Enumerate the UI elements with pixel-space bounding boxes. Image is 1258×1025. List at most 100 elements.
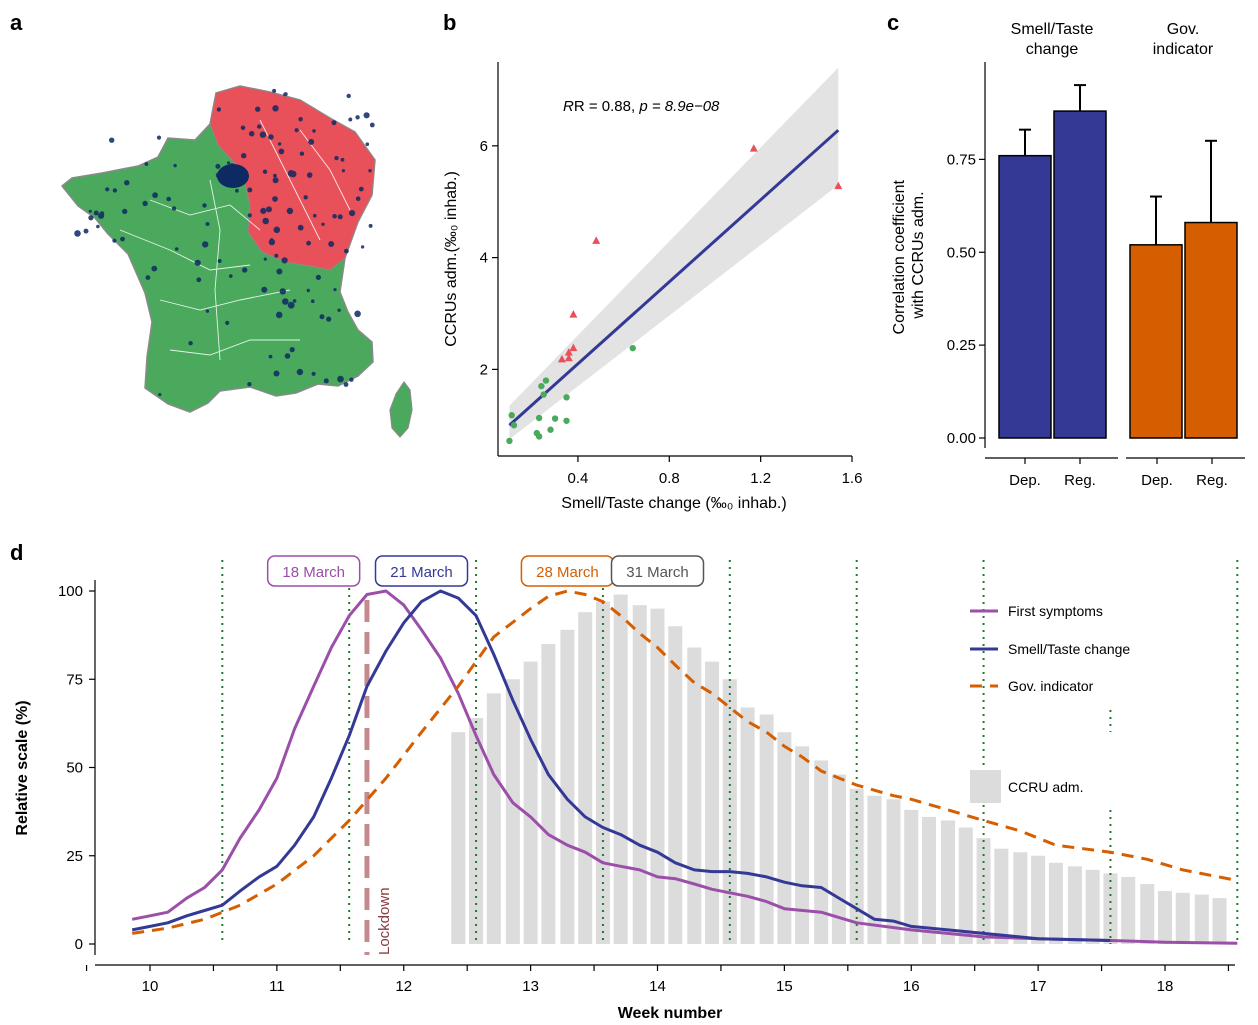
map-dot bbox=[341, 169, 345, 173]
d-legend-label: CCRU adm. bbox=[1008, 779, 1083, 795]
map-dot bbox=[93, 210, 99, 216]
b-x-tick-label: 0.8 bbox=[659, 470, 680, 487]
map-dot bbox=[363, 112, 370, 119]
map-dot bbox=[349, 377, 354, 382]
map-dot bbox=[109, 137, 115, 143]
d-ccru-bar bbox=[1121, 876, 1136, 944]
map-dot bbox=[216, 107, 222, 112]
b-correlation-annotation: RR = 0.88, p = 8.9e−08 bbox=[563, 98, 720, 115]
map-dot bbox=[292, 299, 297, 303]
map-dot bbox=[202, 203, 207, 208]
map-dot bbox=[275, 311, 283, 319]
map-dot bbox=[306, 240, 311, 246]
map-dot bbox=[247, 187, 253, 193]
map-dot bbox=[240, 125, 246, 131]
map-dot bbox=[326, 316, 332, 322]
map-dot bbox=[298, 117, 303, 122]
d-series-line bbox=[131, 589, 1238, 935]
d-ccru-bar bbox=[1013, 852, 1028, 944]
d-date-box bbox=[374, 555, 469, 587]
d-ccru-bar bbox=[1085, 869, 1100, 944]
map-dot bbox=[358, 186, 364, 192]
c-y-tick-label: 0.50 bbox=[947, 244, 976, 261]
map-dot bbox=[188, 341, 193, 346]
map-dot bbox=[205, 222, 210, 226]
map-dots bbox=[74, 88, 375, 397]
b-y-tick-label: 6 bbox=[480, 138, 488, 155]
map-dot bbox=[306, 288, 310, 293]
d-legend-label: Smell/Taste change bbox=[1008, 641, 1130, 657]
d-ccru-bar bbox=[958, 827, 973, 944]
b-x-ticks: 0.4 0.8 1.2 1.6 bbox=[568, 456, 862, 487]
b-annotation-p: p = 8.9e−08 bbox=[638, 98, 720, 115]
map-dot bbox=[286, 207, 294, 215]
d-ccru-bar bbox=[1031, 855, 1046, 944]
d-x-tick-label: 14 bbox=[649, 978, 666, 995]
d-x-tick-label: 15 bbox=[776, 978, 793, 995]
map-dot bbox=[281, 257, 288, 264]
b-point-triangle bbox=[564, 348, 573, 356]
map-dot bbox=[238, 177, 245, 184]
c-y-axis-title-line2: with CCRUs adm. bbox=[910, 191, 927, 319]
d-ccru-bars bbox=[451, 594, 1227, 944]
d-ccru-bar bbox=[1048, 862, 1063, 944]
map-dot bbox=[277, 142, 282, 146]
map-dot bbox=[262, 169, 268, 174]
d-lockdown-marker: Lockdown bbox=[364, 600, 393, 955]
d-x-axis-title: Week number bbox=[618, 1005, 723, 1022]
map-dot bbox=[279, 288, 286, 295]
d-ccru-bar bbox=[1194, 894, 1209, 944]
b-point-triangle bbox=[592, 236, 601, 244]
b-point-circle bbox=[540, 391, 547, 398]
map-dot bbox=[331, 120, 337, 126]
c-y-tick-label: 0.00 bbox=[947, 430, 976, 447]
d-ccru-bar bbox=[632, 605, 647, 944]
map-dot bbox=[272, 88, 277, 93]
b-ci-band bbox=[509, 67, 839, 440]
map-dot bbox=[284, 353, 291, 359]
d-x-tick-label: 18 bbox=[1157, 978, 1174, 995]
d-y-tick-label: 75 bbox=[66, 671, 83, 688]
map-dot bbox=[319, 314, 325, 320]
map-dot bbox=[344, 248, 349, 254]
d-date-label: 18 March bbox=[282, 564, 345, 581]
map-dot bbox=[156, 135, 162, 140]
d-ccru-bar bbox=[1140, 883, 1155, 944]
d-ccru-bar bbox=[613, 594, 628, 944]
map-dot bbox=[365, 142, 370, 146]
d-ccru-bar bbox=[814, 760, 829, 944]
c-facet-titles: Smell/Taste change Gov. indicator bbox=[1011, 21, 1214, 58]
map-dot bbox=[273, 370, 280, 377]
map-dot bbox=[334, 155, 339, 161]
d-ccru-bar bbox=[886, 799, 901, 944]
d-ccru-bar bbox=[777, 732, 792, 944]
d-legend-label: Gov. indicator bbox=[1008, 678, 1094, 694]
map-dot bbox=[337, 375, 344, 383]
map-dot bbox=[255, 106, 261, 112]
d-ccru-bar bbox=[560, 629, 575, 944]
d-x-tick-label: 16 bbox=[903, 978, 920, 995]
b-point-triangle bbox=[564, 353, 573, 362]
map-dot bbox=[294, 128, 299, 133]
d-x-tick-label: 10 bbox=[142, 978, 159, 995]
map-dot bbox=[308, 138, 315, 145]
map-dot bbox=[225, 320, 230, 325]
map-dot bbox=[332, 214, 337, 219]
map-dot bbox=[278, 148, 285, 155]
d-y-ticks: 0 25 50 75 100 bbox=[58, 583, 95, 953]
map-dot bbox=[299, 151, 305, 156]
d-ccru-bar bbox=[922, 816, 937, 944]
map-dot bbox=[360, 245, 365, 249]
b-point-triangle bbox=[749, 144, 758, 152]
d-ccru-bar bbox=[759, 714, 774, 944]
d-ccru-bar bbox=[941, 820, 956, 944]
d-legend-swatch bbox=[970, 770, 1001, 803]
map-dot bbox=[124, 180, 130, 186]
map-dot bbox=[242, 267, 248, 273]
map-dot bbox=[368, 169, 372, 173]
map-dot bbox=[112, 188, 118, 193]
map-dot bbox=[272, 105, 279, 112]
c-bar bbox=[1129, 244, 1183, 439]
map-dot bbox=[313, 213, 317, 218]
map-dot bbox=[196, 277, 202, 283]
